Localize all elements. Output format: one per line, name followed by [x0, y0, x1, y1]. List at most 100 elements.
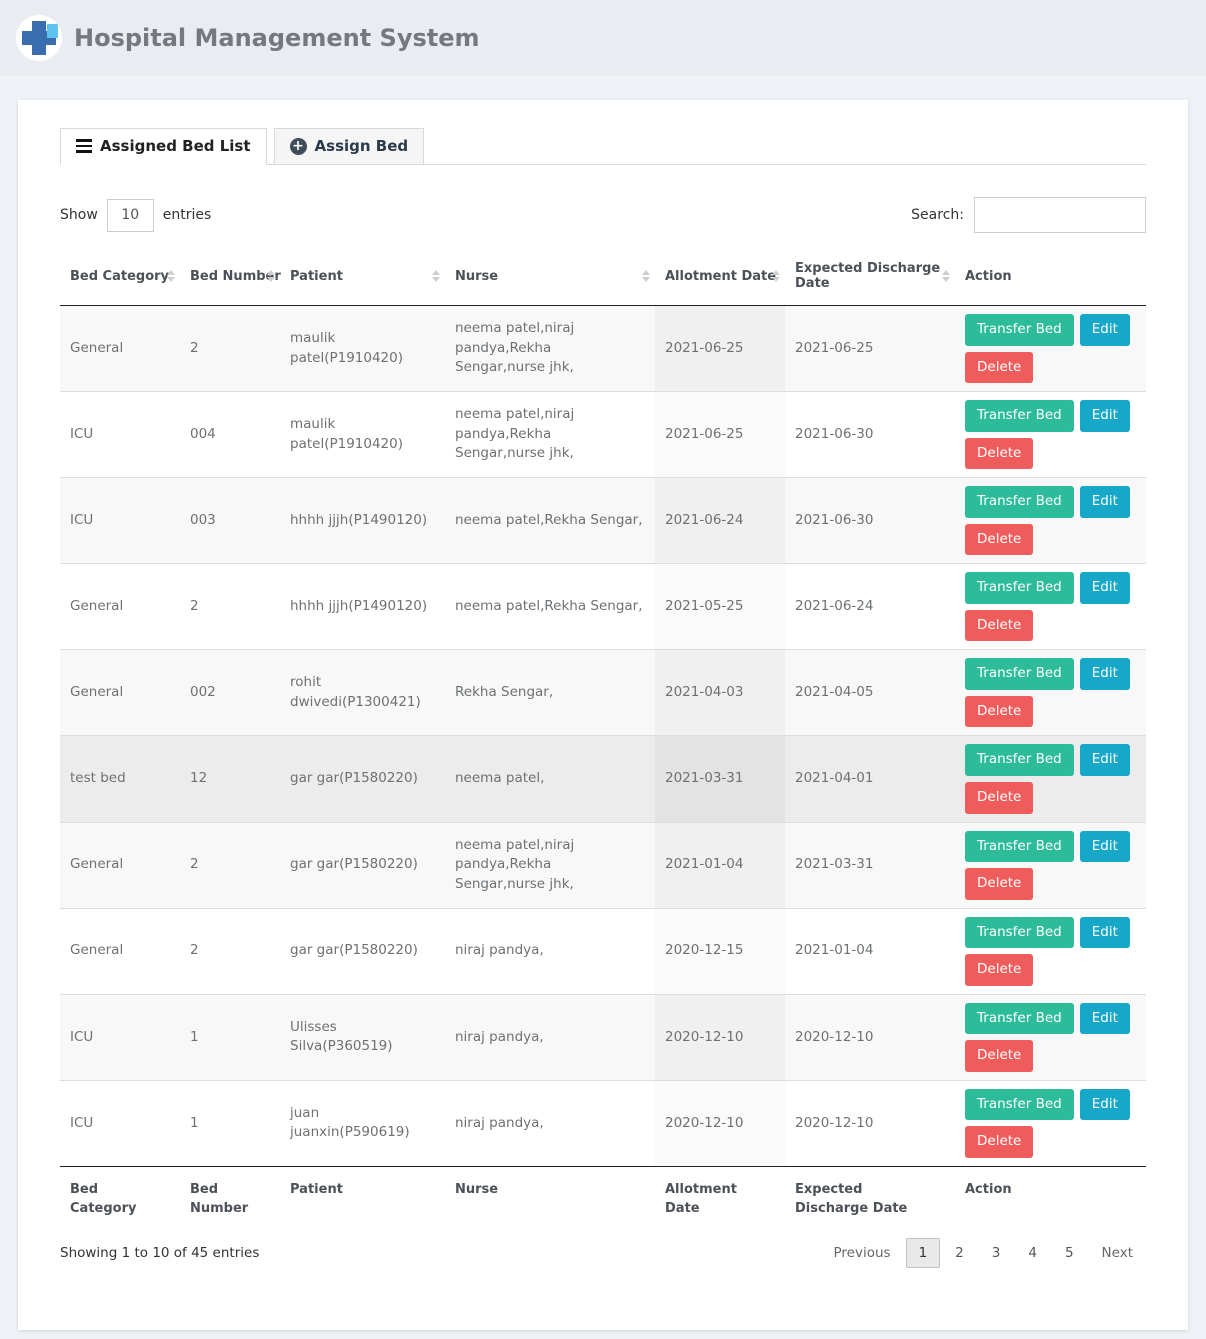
column-header-allotment-date[interactable]: Allotment Date — [655, 247, 785, 306]
transfer-bed-button[interactable]: Transfer Bed — [965, 830, 1074, 863]
entries-label: entries — [162, 207, 212, 223]
column-header-patient[interactable]: Patient — [280, 247, 445, 306]
cell-patient: Ulisses Silva(P360519) — [280, 993, 445, 1081]
sort-icon — [167, 270, 175, 282]
transfer-bed-button[interactable]: Transfer Bed — [965, 916, 1074, 949]
delete-button[interactable]: Delete — [965, 351, 1034, 384]
cell-nurse: niraj pandya, — [445, 907, 655, 995]
edit-button[interactable]: Edit — [1079, 658, 1130, 690]
column-header-bed-category[interactable]: Bed Category — [60, 247, 180, 306]
cell-nurse: neema patel,niraj pandya,Rekha Sengar,nu… — [455, 320, 575, 376]
previous-button[interactable]: Previous — [833, 1244, 891, 1261]
page-button-5[interactable]: 5 — [1064, 1244, 1074, 1261]
cell-allotment-date: 2021-04-03 — [655, 649, 785, 736]
tab-assign-bed-label: Assign Bed — [314, 137, 409, 155]
cell-expected-discharge-date: 2021-06-24 — [785, 563, 955, 650]
page-button-1[interactable]: 1 — [905, 1237, 941, 1268]
edit-button[interactable]: Edit — [1079, 1088, 1130, 1121]
cell-action: Transfer Bed Edit Delete — [955, 1079, 1146, 1167]
table-bottom-bar: Showing 1 to 10 of 45 entries Previous 1… — [60, 1237, 1146, 1268]
table-row: ICU 004 maulik patel(P1910420) neema pat… — [60, 391, 1146, 478]
table-controls: Show 10 entries Search: — [60, 197, 1146, 233]
cell-patient: gar gar(P1580220) — [280, 735, 445, 823]
transfer-bed-button[interactable]: Transfer Bed — [965, 658, 1074, 690]
cell-bed-category: General — [60, 821, 180, 909]
cell-allotment-date: 2021-06-24 — [655, 477, 785, 564]
cell-bed-number: 12 — [180, 735, 280, 823]
column-header-expected-discharge-date[interactable]: Expected Discharge Date — [785, 247, 955, 306]
page-button-2[interactable]: 2 — [955, 1244, 964, 1261]
cell-bed-number: 2 — [180, 563, 280, 650]
transfer-bed-button[interactable]: Transfer Bed — [965, 572, 1074, 604]
delete-button[interactable]: Delete — [965, 1040, 1034, 1072]
cell-action: Transfer Bed Edit Delete — [955, 306, 1146, 392]
cell-nurse: neema patel, — [445, 735, 655, 823]
transfer-bed-button[interactable]: Transfer Bed — [965, 1088, 1074, 1121]
cell-bed-number: 2 — [180, 821, 280, 909]
cell-allotment-date: 2021-06-25 — [655, 305, 785, 392]
delete-button[interactable]: Delete — [965, 523, 1034, 556]
cell-bed-number: 2 — [190, 339, 199, 356]
cell-allotment-date: 2021-05-25 — [655, 563, 785, 650]
edit-button[interactable]: Edit — [1079, 400, 1130, 432]
transfer-bed-button[interactable]: Transfer Bed — [965, 1002, 1074, 1035]
delete-button[interactable]: Delete — [965, 954, 1034, 986]
cell-action: Transfer Bed Edit Delete — [955, 735, 1146, 823]
cell-nurse: Rekha Sengar, — [445, 649, 655, 736]
cell-patient: hhhh jjjh(P1490120) — [280, 477, 445, 564]
tab-bar: Assigned Bed List + Assign Bed — [60, 127, 1146, 165]
cell-expected-discharge-date: 2021-06-25 — [795, 339, 874, 356]
transfer-bed-button[interactable]: Transfer Bed — [965, 744, 1074, 777]
cell-patient: rohit dwivedi(P1300421) — [280, 649, 445, 736]
column-header-bed-number[interactable]: Bed Number — [180, 247, 281, 306]
edit-button[interactable]: Edit — [1079, 744, 1130, 777]
cell-expected-discharge-date: 2020-12-10 — [785, 993, 955, 1081]
cell-bed-category: ICU — [60, 391, 180, 478]
table-row: test bed 12 gar gar(P1580220) neema pate… — [60, 735, 1146, 823]
page-button-4[interactable]: 4 — [1028, 1244, 1037, 1261]
hospital-logo-icon — [16, 15, 62, 61]
cell-bed-category: ICU — [60, 1079, 180, 1167]
cell-allotment-date: 2021-06-25 — [655, 391, 785, 478]
delete-button[interactable]: Delete — [965, 782, 1034, 814]
transfer-bed-button[interactable]: Transfer Bed — [965, 486, 1074, 518]
cell-allotment-date: 2020-12-10 — [655, 993, 785, 1081]
delete-button[interactable]: Delete — [965, 1126, 1034, 1158]
cell-patient: gar gar(P1580220) — [280, 821, 445, 909]
edit-button[interactable]: Edit — [1079, 572, 1130, 604]
cell-action: Transfer Bed Edit Delete — [955, 907, 1146, 995]
tab-assign-bed[interactable]: + Assign Bed — [273, 128, 425, 165]
edit-button[interactable]: Edit — [1079, 314, 1130, 346]
edit-button[interactable]: Edit — [1079, 486, 1130, 518]
cell-bed-number: 002 — [180, 649, 280, 736]
edit-button[interactable]: Edit — [1079, 916, 1130, 949]
table-row: General 2 maulik patel(P1910420) neema p… — [60, 305, 1146, 392]
delete-button[interactable]: Delete — [965, 437, 1034, 470]
page-button-3[interactable]: 3 — [991, 1244, 1001, 1261]
show-entries-group: Show 10 entries — [60, 198, 212, 232]
edit-button[interactable]: Edit — [1079, 1002, 1130, 1035]
delete-button[interactable]: Delete — [965, 609, 1034, 642]
transfer-bed-button[interactable]: Transfer Bed — [965, 400, 1074, 432]
cell-bed-category: General — [60, 649, 180, 736]
transfer-bed-button[interactable]: Transfer Bed — [965, 314, 1074, 346]
delete-button[interactable]: Delete — [965, 695, 1034, 728]
cell-allotment-date: 2021-03-31 — [655, 735, 785, 823]
cell-patient: maulik patel(P1910420) — [290, 329, 403, 366]
table-row: ICU 1 Ulisses Silva(P360519) niraj pandy… — [60, 993, 1146, 1081]
column-header-nurse[interactable]: Nurse — [445, 247, 655, 306]
cell-bed-number: 2 — [180, 907, 280, 995]
delete-button[interactable]: Delete — [965, 868, 1034, 900]
cell-action: Transfer Bed Edit Delete — [955, 649, 1146, 736]
sort-icon — [267, 270, 275, 282]
edit-button[interactable]: Edit — [1079, 830, 1130, 863]
next-button[interactable]: Next — [1101, 1244, 1133, 1261]
cell-action: Transfer Bed Edit Delete — [955, 821, 1146, 909]
entries-select[interactable]: 10 — [106, 198, 154, 232]
column-header-action: Action — [955, 247, 1146, 306]
cell-expected-discharge-date: 2021-06-30 — [785, 391, 955, 478]
search-input[interactable] — [974, 197, 1146, 233]
cell-bed-category: ICU — [60, 477, 180, 564]
tab-assigned-bed-list[interactable]: Assigned Bed List — [60, 128, 267, 165]
